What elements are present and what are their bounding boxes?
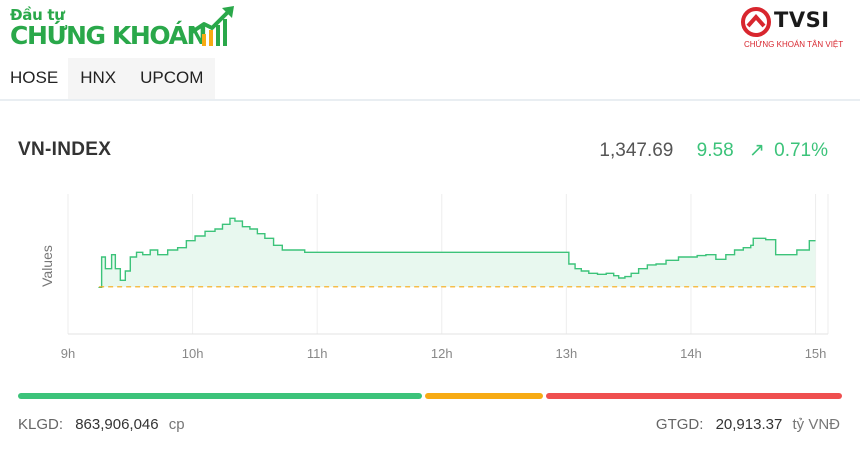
volume-value: 863,906,046 [75,416,159,433]
x-tick-label: 13h [556,346,578,361]
volume-summary: KLGD: 863,906,046 cp [18,416,185,433]
breadth-bar-up [18,393,422,399]
x-tick-label: 15h [805,346,827,361]
logo-line2: CHỨNG KHOÁN [10,21,207,50]
index-change: 9.58 [696,140,734,161]
tab-upcom[interactable]: UPCOM [128,58,216,100]
x-tick-label: 14h [680,346,702,361]
exchange-tabs: HOSE HNX UPCOM [0,58,216,100]
value-summary: GTGD: 20,913.37 tỷ VNĐ [656,416,840,433]
trend-up-icon: ↗ [748,140,765,161]
tvsi-logo[interactable]: TVSI CHỨNG KHOÁN TÂN VIỆT [740,6,850,54]
tabs-divider [0,99,860,101]
tvsi-emblem-icon [741,7,771,37]
index-line [98,217,816,289]
x-tick-label: 12h [431,346,453,361]
tab-hnx[interactable]: HNX [68,58,129,100]
logo-line1: Đầu tư [10,6,65,24]
volume-unit: cp [168,416,185,433]
breadth-bar-unchanged [425,393,543,399]
intraday-chart: 9h 10h 11h 12h 13h 14h 15h Values [39,194,829,361]
value-value: 20,913.37 [715,416,783,433]
index-values: 1,347.69 9.58 ↗ 0.71% [599,139,828,162]
growth-chart-icon [190,6,234,46]
x-tick-label: 9h [61,346,75,361]
volume-label: KLGD: [18,416,64,433]
index-price: 1,347.69 [599,140,674,161]
tvsi-name: TVSI [774,8,830,32]
y-axis-label: Values [39,245,55,287]
value-label: GTGD: [655,416,704,433]
x-tick-label: 10h [182,346,204,361]
tvsi-tagline: CHỨNG KHOÁN TÂN VIỆT [744,40,844,49]
breadth-bar-down [546,393,842,399]
index-percent: 0.71% [774,140,828,161]
tab-hose[interactable]: HOSE [0,58,69,100]
x-tick-label: 11h [307,346,328,361]
index-name: VN-INDEX [18,139,112,160]
dautuchungkhoan-logo[interactable]: Đầu tư CHỨNG KHOÁN [10,6,240,50]
value-unit: tỷ VNĐ [792,416,840,433]
